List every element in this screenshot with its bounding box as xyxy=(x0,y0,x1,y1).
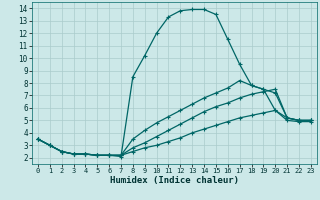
X-axis label: Humidex (Indice chaleur): Humidex (Indice chaleur) xyxy=(110,176,239,185)
